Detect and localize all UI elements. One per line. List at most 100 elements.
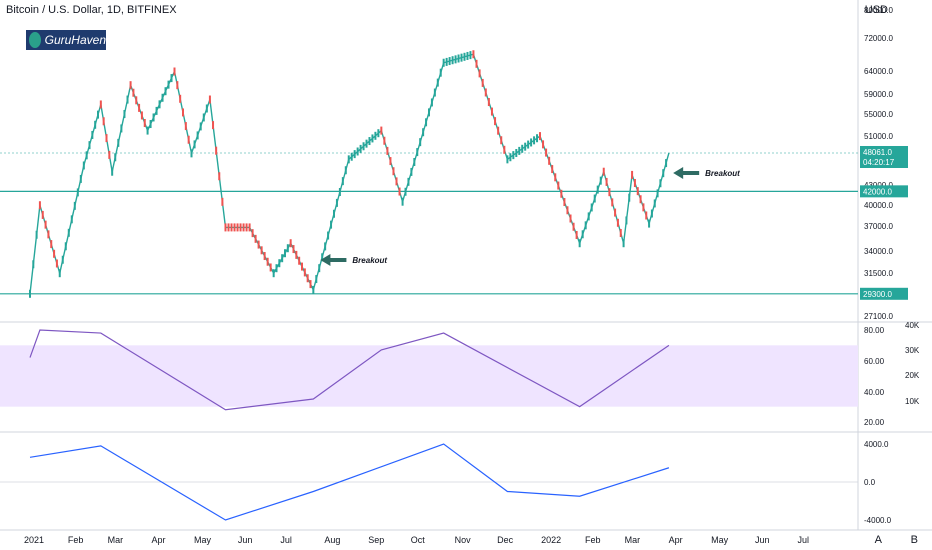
price-tick-label: 27100.0 <box>864 312 893 321</box>
candle <box>359 144 362 153</box>
candle <box>599 176 602 185</box>
candle <box>442 58 445 67</box>
candle <box>427 108 430 117</box>
time-tick-label: 2021 <box>24 535 44 545</box>
candle <box>401 197 404 206</box>
level-price-badge <box>860 287 908 300</box>
time-tick-label: Aug <box>324 535 340 545</box>
candle <box>158 100 161 109</box>
candle <box>120 124 123 133</box>
time-tick-label: Feb <box>585 535 601 545</box>
candle <box>335 198 338 207</box>
candle <box>436 78 439 87</box>
breakout-arrow-icon <box>673 166 700 179</box>
time-tick-label: Jul <box>798 535 810 545</box>
candle <box>332 209 335 218</box>
breakout-arrow-icon <box>320 253 347 266</box>
candle <box>248 223 251 232</box>
candle <box>306 274 309 283</box>
candle <box>380 126 383 135</box>
log-scale-toggle[interactable]: B <box>910 534 918 546</box>
rsi-tick-label: 60.00 <box>864 357 885 366</box>
candle <box>176 81 179 90</box>
candle <box>353 150 356 159</box>
price-tick-label: 59000.0 <box>864 90 893 99</box>
candle <box>503 145 506 154</box>
candle <box>487 98 490 107</box>
candle <box>410 167 413 176</box>
volume-tick-label: 40K <box>905 321 920 330</box>
brand-badge: GuruHaven <box>26 30 106 50</box>
candle <box>230 223 233 232</box>
time-tick-label: Apr <box>152 535 166 545</box>
candle <box>295 250 298 259</box>
candle <box>578 239 581 248</box>
candle <box>126 95 129 104</box>
candle <box>32 260 35 269</box>
macd-line <box>29 443 670 521</box>
candle <box>184 122 187 131</box>
auto-scale-toggle[interactable]: A <box>874 534 882 546</box>
candle <box>548 156 551 165</box>
candle <box>224 223 227 232</box>
price-tick-label: 40000.0 <box>864 201 893 210</box>
candle <box>199 122 202 131</box>
last-price-label: 48061.0 <box>863 148 892 157</box>
candle <box>221 197 224 206</box>
candle <box>365 139 368 148</box>
candle <box>167 80 170 89</box>
candle <box>315 275 318 284</box>
bar-countdown-label: 04:20:17 <box>863 158 895 167</box>
candle <box>457 54 460 63</box>
candle <box>292 245 295 254</box>
candle <box>645 211 648 220</box>
time-tick-label: Nov <box>455 535 472 545</box>
candle <box>82 161 85 170</box>
last-price-badge <box>860 145 908 168</box>
candle <box>88 141 91 150</box>
time-tick-label: Dec <box>497 535 514 545</box>
candle <box>398 187 401 196</box>
currency-label: USD <box>864 4 888 16</box>
candle <box>642 203 645 212</box>
candle <box>448 57 451 66</box>
brand-label: GuruHaven <box>44 33 106 47</box>
candle <box>278 259 281 268</box>
candle <box>129 81 132 90</box>
candle <box>114 153 117 162</box>
price-tick-label: 37000.0 <box>864 222 893 231</box>
price-tick-label: 64000.0 <box>864 67 893 76</box>
time-tick-label: Apr <box>669 535 683 545</box>
rsi-line <box>29 329 670 411</box>
candle <box>85 151 88 160</box>
level-price-badge <box>860 185 908 198</box>
candle <box>272 269 275 278</box>
candle <box>91 130 94 139</box>
candle <box>324 242 327 251</box>
candle <box>284 249 286 258</box>
breakout-label: Breakout <box>352 256 387 265</box>
candle <box>554 173 557 182</box>
candle <box>132 88 135 97</box>
time-tick-label: 2022 <box>541 535 561 545</box>
candle <box>263 252 266 261</box>
candle <box>239 223 242 232</box>
time-tick-label: May <box>711 535 729 545</box>
candle <box>650 209 653 218</box>
candle <box>419 138 422 147</box>
candle <box>407 177 410 186</box>
macd-tick-label: -4000.0 <box>864 516 892 525</box>
candle <box>587 212 590 221</box>
time-tick-label: Feb <box>68 535 84 545</box>
candle <box>494 117 497 126</box>
candle <box>633 179 636 188</box>
candle <box>460 53 463 62</box>
symbol-title: Bitcoin / U.S. Dollar, 1D, BITFINEX <box>6 4 177 16</box>
candle <box>392 167 395 176</box>
candle <box>99 100 102 109</box>
candle <box>377 129 380 138</box>
candle <box>478 69 481 78</box>
candle <box>152 113 155 122</box>
candle <box>625 216 628 225</box>
